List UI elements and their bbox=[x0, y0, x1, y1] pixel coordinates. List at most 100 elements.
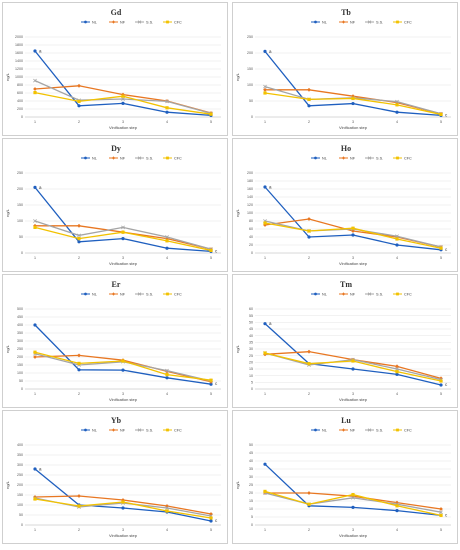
y-tick-label: 400 bbox=[17, 323, 23, 327]
data-point bbox=[77, 83, 81, 88]
data-point bbox=[351, 367, 355, 371]
data-point bbox=[395, 234, 399, 239]
data-point bbox=[351, 96, 355, 101]
y-axis-label: ng/L bbox=[5, 208, 10, 217]
data-point bbox=[263, 49, 267, 54]
y-tick-label: 1600 bbox=[15, 51, 23, 55]
legend-label: NL bbox=[92, 20, 97, 24]
legend-label: NL bbox=[322, 292, 327, 296]
data-point bbox=[33, 323, 37, 327]
legend-item-ss: S.S. bbox=[365, 292, 383, 296]
x-tick-label: 5 bbox=[210, 120, 212, 124]
chart-title: Tm bbox=[340, 280, 352, 289]
significance-letter: c bbox=[445, 247, 448, 252]
data-point bbox=[165, 373, 169, 377]
y-tick-label: 250 bbox=[17, 171, 23, 175]
y-tick-label: 5 bbox=[251, 381, 253, 385]
x-tick-label: 3 bbox=[122, 120, 124, 124]
y-tick-label: 120 bbox=[247, 203, 253, 207]
data-point bbox=[33, 49, 37, 53]
legend-item-ss: S.S. bbox=[365, 428, 383, 432]
data-point bbox=[77, 494, 81, 498]
data-point bbox=[307, 349, 311, 354]
data-point bbox=[395, 243, 399, 247]
x-tick-label: 5 bbox=[210, 392, 212, 396]
x-tick-label: 1 bbox=[34, 256, 36, 260]
x-tick-label: 3 bbox=[122, 528, 124, 532]
chart-title: Er bbox=[112, 280, 121, 289]
data-point bbox=[351, 495, 355, 500]
data-point bbox=[351, 359, 355, 363]
y-tick-label: 60 bbox=[249, 307, 253, 311]
y-tick-label: 150 bbox=[17, 363, 23, 367]
chart-title: Gd bbox=[111, 8, 122, 17]
y-tick-label: 50 bbox=[249, 99, 253, 103]
data-point bbox=[121, 94, 125, 98]
chart-title: Yb bbox=[111, 416, 122, 425]
data-point bbox=[121, 237, 125, 241]
y-tick-label: 50 bbox=[249, 443, 253, 447]
y-tick-label: 10 bbox=[249, 374, 253, 378]
y-tick-label: 250 bbox=[247, 35, 253, 39]
x-tick-label: 2 bbox=[308, 392, 310, 396]
x-tick-label: 3 bbox=[122, 392, 124, 396]
x-tick-label: 2 bbox=[78, 392, 80, 396]
x-tick-label: 1 bbox=[264, 120, 266, 124]
data-point bbox=[33, 185, 37, 189]
chart-panel-dy: Dy NL NF S.S. CFC 0 50 100 150 200 250 1 2 3 4 5 Vinific… bbox=[2, 138, 228, 272]
significance-letter: a bbox=[269, 321, 272, 326]
legend-label: CFC bbox=[174, 20, 182, 24]
y-tick-label: 60 bbox=[249, 227, 253, 231]
legend-item-cfc: CFC bbox=[163, 428, 182, 432]
data-point bbox=[121, 225, 125, 230]
significance-letter: a bbox=[39, 185, 42, 190]
y-tick-label: 140 bbox=[247, 195, 253, 199]
chart-panel-lu: Lu NL NF S.S. CFC 0 5 10 15 20 25 30 35 40 45 50 1 2 3 4 5 Vi… bbox=[232, 410, 458, 544]
y-tick-label: 100 bbox=[17, 371, 23, 375]
y-tick-label: 350 bbox=[17, 453, 23, 457]
x-tick-label: 5 bbox=[210, 528, 212, 532]
data-point bbox=[263, 91, 267, 95]
significance-letter: c bbox=[445, 112, 448, 117]
y-tick-label: 180 bbox=[247, 179, 253, 183]
legend-label: S.S. bbox=[146, 156, 153, 160]
y-tick-label: 160 bbox=[247, 187, 253, 191]
y-tick-label: 30 bbox=[249, 347, 253, 351]
legend-item-ss: S.S. bbox=[135, 156, 153, 160]
data-point bbox=[395, 237, 399, 241]
legend-label: S.S. bbox=[376, 20, 383, 24]
x-axis-label: Vinification step bbox=[339, 397, 368, 402]
data-point bbox=[77, 99, 81, 103]
y-tick-label: 150 bbox=[17, 493, 23, 497]
x-axis-label: Vinification step bbox=[109, 125, 138, 130]
data-point bbox=[307, 97, 311, 101]
x-tick-label: 1 bbox=[34, 392, 36, 396]
legend-item-nl: NL bbox=[81, 292, 97, 296]
y-tick-label: 50 bbox=[19, 235, 23, 239]
y-tick-label: 300 bbox=[17, 463, 23, 467]
data-point bbox=[121, 506, 125, 510]
data-point bbox=[33, 225, 37, 229]
data-point bbox=[351, 101, 355, 106]
legend-item-nf: NF bbox=[339, 20, 356, 24]
data-point bbox=[439, 383, 443, 387]
chart-panel-tm: Tm NL NF S.S. CFC 0 5 10 15 20 25 30 35 40 45 50 55 60 1 2 3… bbox=[232, 274, 458, 408]
y-axis-label: ng/L bbox=[235, 480, 240, 489]
significance-letter: a bbox=[39, 49, 42, 54]
chart-panel-yb: Yb NL NF S.S. CFC 0 50 100 150 200 250 300 350 400 1 2 3… bbox=[2, 410, 228, 544]
data-point bbox=[307, 362, 311, 366]
data-point bbox=[77, 223, 81, 228]
x-tick-label: 2 bbox=[308, 256, 310, 260]
data-point bbox=[351, 233, 355, 237]
y-tick-label: 100 bbox=[17, 219, 23, 223]
y-tick-label: 35 bbox=[249, 341, 253, 345]
x-tick-label: 2 bbox=[78, 528, 80, 532]
y-tick-label: 20 bbox=[249, 491, 253, 495]
data-point bbox=[77, 233, 81, 238]
x-tick-label: 3 bbox=[352, 392, 354, 396]
chart-title: Tb bbox=[341, 8, 351, 17]
legend-label: CFC bbox=[404, 20, 412, 24]
y-tick-label: 100 bbox=[247, 211, 253, 215]
